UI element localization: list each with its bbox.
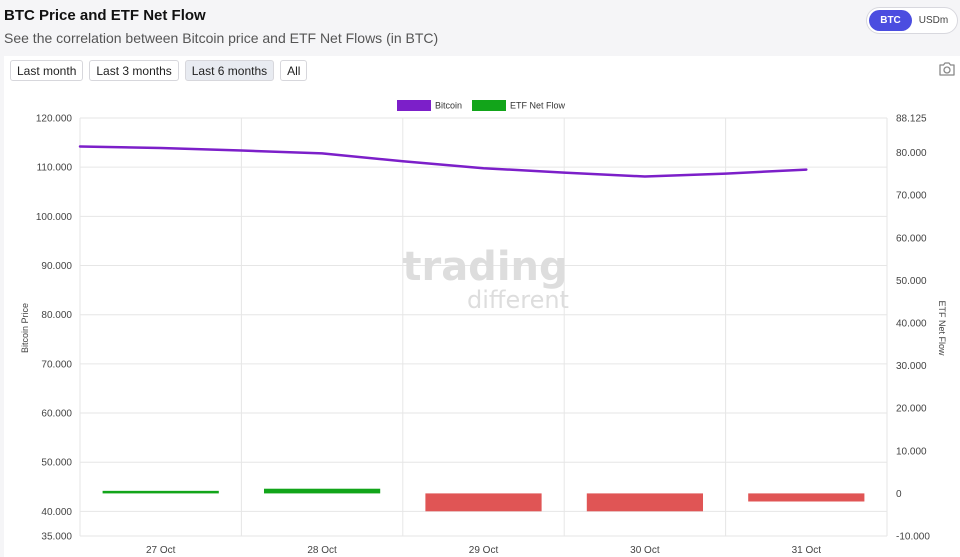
right-axis-tick-label: 88.125 bbox=[896, 114, 927, 125]
left-axis-title: Bitcoin Price bbox=[20, 303, 30, 353]
etf-flow-bar bbox=[263, 488, 381, 494]
range-button-last-6-months[interactable]: Last 6 months bbox=[184, 60, 275, 81]
legend-swatch-etf-net-flow bbox=[472, 100, 506, 111]
range-button-last-3-months[interactable]: Last 3 months bbox=[89, 60, 179, 81]
right-axis-tick-label: 50.000 bbox=[896, 276, 927, 287]
bitcoin-price-line bbox=[78, 145, 808, 178]
right-axis-tick-label: 30.000 bbox=[896, 361, 927, 372]
left-axis-tick-label: 120.000 bbox=[36, 114, 73, 125]
right-axis-tick-label: 20.000 bbox=[896, 404, 927, 415]
right-axis-tick-label: 60.000 bbox=[896, 233, 927, 244]
x-axis-tick-label: 31 Oct bbox=[792, 545, 822, 556]
watermark-subtext: different bbox=[467, 286, 569, 314]
x-axis-tick-label: 30 Oct bbox=[630, 545, 660, 556]
x-axis-tick-label: 28 Oct bbox=[307, 545, 337, 556]
right-axis-title: ETF Net Flow bbox=[937, 300, 947, 356]
unit-toggle[interactable]: BTC USDm bbox=[866, 7, 958, 34]
left-axis-tick-label: 35.000 bbox=[41, 532, 72, 543]
chart-panel: Last month Last 3 months Last 6 months A… bbox=[4, 56, 960, 557]
etf-flow-bar bbox=[425, 493, 542, 512]
right-axis-tick-label: 10.000 bbox=[896, 446, 927, 457]
range-button-last-month[interactable]: Last month bbox=[10, 60, 84, 81]
x-axis-tick-label: 27 Oct bbox=[146, 545, 176, 556]
right-axis-tick-label: 70.000 bbox=[896, 191, 927, 202]
range-button-all[interactable]: All bbox=[280, 60, 308, 81]
unit-option-btc[interactable]: BTC bbox=[869, 10, 912, 31]
left-axis-tick-label: 70.000 bbox=[41, 359, 72, 370]
etf-flow-bar bbox=[748, 493, 865, 502]
right-axis-tick-label: 80.000 bbox=[896, 148, 927, 159]
left-axis-tick-label: 40.000 bbox=[41, 507, 72, 518]
page-title: BTC Price and ETF Net Flow bbox=[4, 7, 206, 24]
etf-flow-bar bbox=[102, 490, 219, 494]
legend-swatch-bitcoin bbox=[397, 100, 431, 111]
watermark-text: trading bbox=[402, 244, 567, 290]
right-axis-tick-label: -10.000 bbox=[896, 532, 930, 543]
left-axis-tick-label: 90.000 bbox=[41, 261, 72, 272]
page-subtitle: See the correlation between Bitcoin pric… bbox=[4, 30, 439, 46]
left-axis-tick-label: 80.000 bbox=[41, 310, 72, 321]
x-axis-tick-label: 29 Oct bbox=[469, 545, 499, 556]
left-axis-tick-label: 110.000 bbox=[37, 163, 73, 174]
legend-label-bitcoin: Bitcoin bbox=[435, 101, 462, 111]
camera-icon[interactable] bbox=[938, 61, 956, 77]
right-axis-tick-label: 0 bbox=[896, 489, 902, 500]
right-axis-tick-label: 40.000 bbox=[896, 319, 927, 330]
legend-label-etf-net-flow: ETF Net Flow bbox=[510, 101, 566, 111]
range-selector: Last month Last 3 months Last 6 months A… bbox=[10, 60, 308, 81]
left-axis-tick-label: 50.000 bbox=[41, 458, 72, 469]
left-axis-tick-label: 60.000 bbox=[41, 409, 72, 420]
left-axis-tick-label: 100.000 bbox=[36, 212, 73, 223]
etf-flow-bar bbox=[586, 493, 704, 512]
unit-option-usdm[interactable]: USDm bbox=[918, 15, 949, 26]
